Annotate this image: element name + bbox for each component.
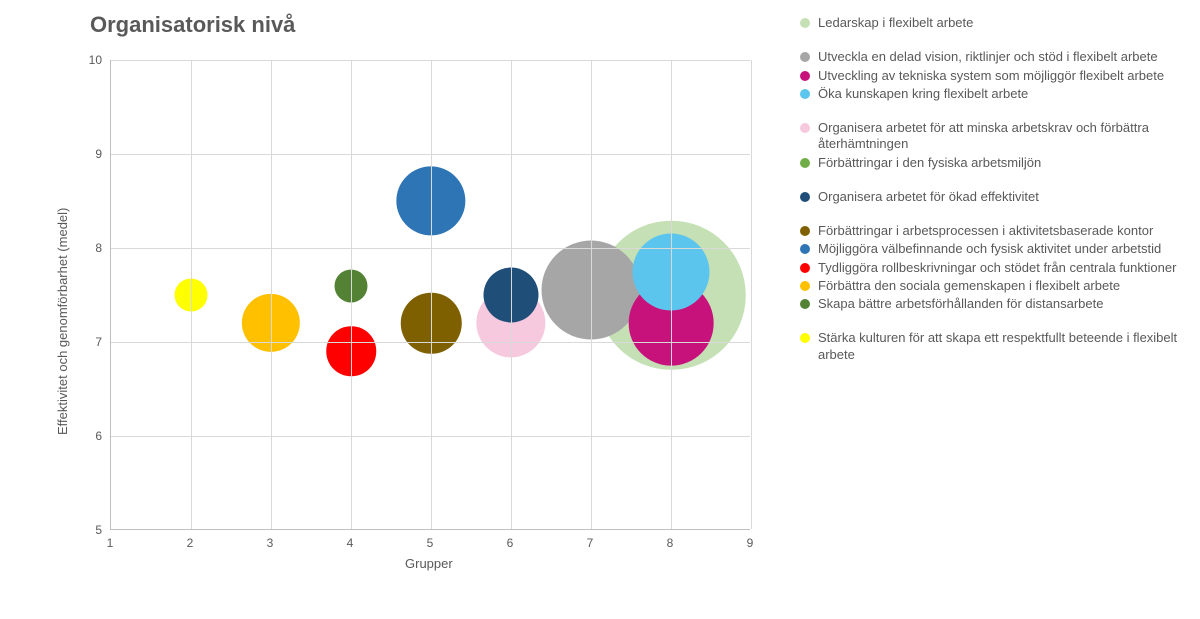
legend-label: Öka kunskapen kring flexibelt arbete <box>818 86 1028 102</box>
legend-item: Skapa bättre arbetsförhållanden för dist… <box>800 296 1180 312</box>
y-tick-label: 7 <box>72 335 102 349</box>
plot-area <box>110 60 750 530</box>
legend-swatch <box>800 263 810 273</box>
gridline-vertical <box>191 60 192 529</box>
legend-label: Stärka kulturen för att skapa ett respek… <box>818 330 1180 363</box>
legend-swatch <box>800 52 810 62</box>
legend-swatch <box>800 299 810 309</box>
legend-label: Utveckling av tekniska system som möjlig… <box>818 68 1164 84</box>
legend-item: Utveckla en delad vision, riktlinjer och… <box>800 49 1180 65</box>
gridline-vertical <box>271 60 272 529</box>
x-tick-label: 2 <box>187 536 194 550</box>
legend-label: Förbättringar i arbetsprocessen i aktivi… <box>818 223 1153 239</box>
legend-label: Utveckla en delad vision, riktlinjer och… <box>818 49 1158 65</box>
legend-label: Skapa bättre arbetsförhållanden för dist… <box>818 296 1103 312</box>
legend-item: Förbättringar i den fysiska arbetsmiljön <box>800 155 1180 171</box>
legend-swatch <box>800 158 810 168</box>
legend-label: Organisera arbetet för att minska arbets… <box>818 120 1180 153</box>
gridline-vertical <box>671 60 672 529</box>
legend-swatch <box>800 89 810 99</box>
legend-item: Förbättringar i arbetsprocessen i aktivi… <box>800 223 1180 239</box>
x-tick-label: 3 <box>267 536 274 550</box>
x-tick-label: 9 <box>747 536 754 550</box>
y-tick-label: 9 <box>72 147 102 161</box>
legend-label: Förbättra den sociala gemenskapen i flex… <box>818 278 1120 294</box>
y-axis-label: Effektivitet och genomförbarhet (medel) <box>55 208 70 435</box>
x-tick-label: 5 <box>427 536 434 550</box>
x-axis-label: Grupper <box>405 556 453 571</box>
x-tick-label: 7 <box>587 536 594 550</box>
y-tick-label: 10 <box>72 53 102 67</box>
legend-swatch <box>800 123 810 133</box>
legend-swatch <box>800 333 810 343</box>
x-tick-label: 6 <box>507 536 514 550</box>
legend-label: Tydliggöra rollbeskrivningar och stödet … <box>818 260 1176 276</box>
x-tick-label: 4 <box>347 536 354 550</box>
legend-label: Förbättringar i den fysiska arbetsmiljön <box>818 155 1041 171</box>
legend-item: Organisera arbetet för ökad effektivitet <box>800 189 1180 205</box>
gridline-vertical <box>751 60 752 529</box>
legend-item: Förbättra den sociala gemenskapen i flex… <box>800 278 1180 294</box>
legend-swatch <box>800 226 810 236</box>
legend-item: Tydliggöra rollbeskrivningar och stödet … <box>800 260 1180 276</box>
gridline-vertical <box>431 60 432 529</box>
gridline-vertical <box>591 60 592 529</box>
chart-title: Organisatorisk nivå <box>90 12 295 38</box>
legend-swatch <box>800 18 810 28</box>
legend-swatch <box>800 244 810 254</box>
legend-swatch <box>800 71 810 81</box>
legend: Ledarskap i flexibelt arbete Utveckla en … <box>800 15 1180 365</box>
chart-page: Organisatorisk nivå Effektivitet och gen… <box>0 0 1200 619</box>
gridline-vertical <box>511 60 512 529</box>
legend-item: Möjliggöra välbefinnande och fysisk akti… <box>800 241 1180 257</box>
x-tick-label: 1 <box>107 536 114 550</box>
legend-label: Möjliggöra välbefinnande och fysisk akti… <box>818 241 1161 257</box>
legend-item: Ledarskap i flexibelt arbete <box>800 15 1180 31</box>
legend-item: Organisera arbetet för att minska arbets… <box>800 120 1180 153</box>
gridline-vertical <box>351 60 352 529</box>
legend-label: Organisera arbetet för ökad effektivitet <box>818 189 1039 205</box>
y-tick-label: 8 <box>72 241 102 255</box>
legend-swatch <box>800 192 810 202</box>
y-tick-label: 5 <box>72 523 102 537</box>
legend-item: Utveckling av tekniska system som möjlig… <box>800 68 1180 84</box>
legend-swatch <box>800 281 810 291</box>
legend-item: Stärka kulturen för att skapa ett respek… <box>800 330 1180 363</box>
legend-item: Öka kunskapen kring flexibelt arbete <box>800 86 1180 102</box>
y-tick-label: 6 <box>72 429 102 443</box>
legend-label: Ledarskap i flexibelt arbete <box>818 15 973 31</box>
x-tick-label: 8 <box>667 536 674 550</box>
